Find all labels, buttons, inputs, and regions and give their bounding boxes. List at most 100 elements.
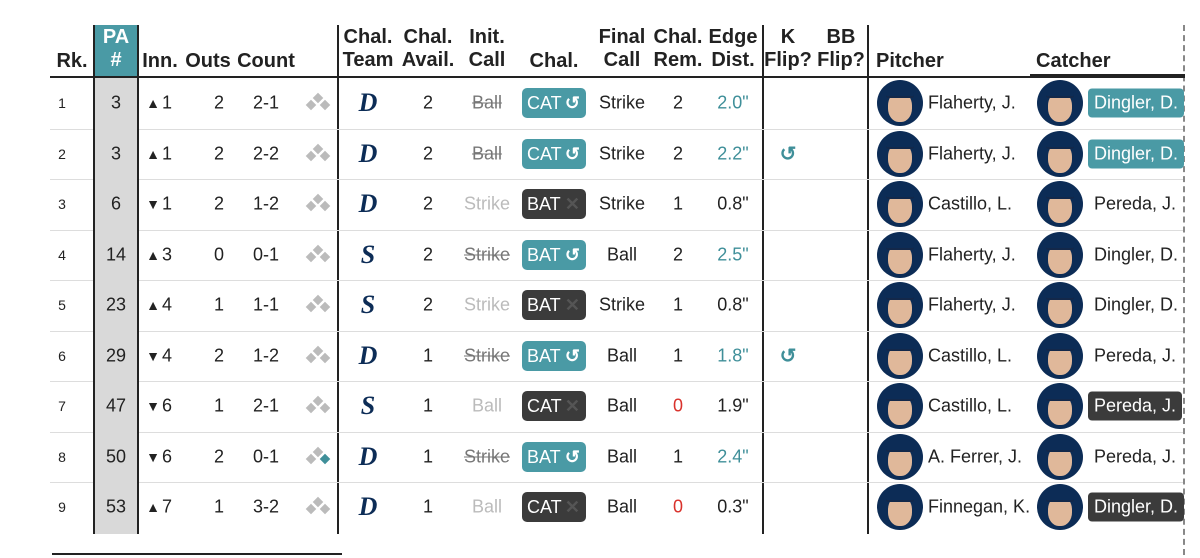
pa-cell: 3 [110,143,122,164]
avatar [877,130,923,177]
column-header: Rk. [56,50,87,73]
avatar [877,181,923,228]
row-rule [139,330,1183,332]
catcher-cell: Dingler, D. [1094,244,1179,265]
rem-cell: 1 [672,446,684,467]
base [304,401,318,415]
challenge-icon: ↺ [564,93,580,114]
row-rule [139,179,1183,180]
header-line: Init. [469,26,505,48]
column-header: Chal. Rem. [654,26,703,72]
avatar [877,433,923,480]
base [318,502,332,516]
row-rule [139,482,1183,483]
avatar-cap [886,387,914,402]
header-line: Edge [708,26,758,48]
catcher-cell: Dingler, D. [1088,139,1185,169]
challenge-icon: ↺ [564,345,580,366]
inning-half: ▲ [146,145,160,162]
inn-cell: 4 [161,294,173,315]
base [318,199,332,213]
inn-cell: 6 [161,446,173,467]
row-rule [50,128,93,130]
inn-cell: 3 [161,244,173,265]
rem-cell: 2 [672,143,684,164]
avatar-cap [1046,286,1074,301]
base [318,452,332,466]
header-rule [1030,74,1185,78]
row-rule [50,381,93,382]
base [304,351,318,365]
inn-cell: 1 [161,92,173,113]
challenge-badge: BAT ↺ [522,239,586,270]
challenge-type: BAT [527,446,561,467]
avatar [1037,231,1083,278]
team-cell: D [358,441,378,471]
catcher-cell: Pereda, J. [1094,446,1177,467]
challenge-icon: ✕ [564,194,580,215]
inning-half: ▲ [146,499,160,516]
avatar-cap [886,488,914,503]
column-header: Edge Dist. [709,26,758,72]
outs-cell: 1 [213,395,225,416]
rem-cell: 2 [672,92,684,113]
row-rule [50,482,93,483]
avail-cell: 2 [422,92,434,113]
column-header: Final Call [599,26,646,72]
avatar-cap [886,84,914,99]
challenge-icon: ↺ [564,143,580,164]
count-cell: 3-2 [252,496,280,517]
outs-cell: 0 [213,244,225,265]
avail-cell: 2 [422,294,434,315]
init-cell: Ball [471,395,503,416]
column-header: Init. Call [469,26,506,72]
avatar [1037,282,1083,329]
avatar-cap [886,185,914,200]
column-header: Count [237,50,295,73]
challenge-badge: CAT ↺ [522,88,586,119]
pa-cell: 50 [105,446,127,467]
divider [867,25,869,534]
avatar [877,231,923,278]
rem-cell: 1 [672,345,684,366]
pitcher-cell: Flaherty, J. [928,294,1016,315]
header-line: Inn. [142,50,178,72]
base [304,502,318,516]
header-line: Catcher [1036,50,1111,72]
column-header: Outs [185,50,231,73]
rk-cell: 4 [58,246,66,263]
avatar [877,332,923,379]
challenge-icon: ↺ [564,446,580,467]
inn-cell: 4 [161,345,173,366]
pitcher-cell: Flaherty, J. [928,92,1016,113]
rk-cell: 8 [58,448,66,465]
challenge-type: BAT [527,194,561,215]
row-rule [139,431,1183,433]
base [318,98,332,112]
header-line: Chal. [653,26,703,48]
count-cell: 1-2 [252,193,280,214]
outs-cell: 1 [213,294,225,315]
base [311,344,325,358]
avatar-cap [886,336,914,351]
row-rule [139,229,1183,231]
edge-cell: 1.9" [717,395,749,416]
column-header: Pitcher [876,50,944,73]
team-cell: D [358,340,378,370]
avatar-cap [1046,84,1074,99]
team-cell: D [358,189,378,219]
rem-cell: 1 [672,193,684,214]
outs-cell: 2 [213,143,225,164]
challenge-type: BAT [527,295,561,316]
avatar-cap [1046,235,1074,250]
pitcher-cell: Castillo, L. [928,395,1013,416]
challenge-type: CAT [527,143,562,164]
kflip-cell: ↺ [779,143,797,166]
catcher-cell: Pereda, J. [1094,193,1177,214]
bases-icon [304,243,332,264]
edge-cell: 0.3" [717,496,749,517]
edge-cell: 0.8" [717,193,749,214]
header-line: Flip? [764,49,812,71]
challenge-badge: CAT ✕ [522,492,586,523]
inn-cell: 1 [161,193,173,214]
